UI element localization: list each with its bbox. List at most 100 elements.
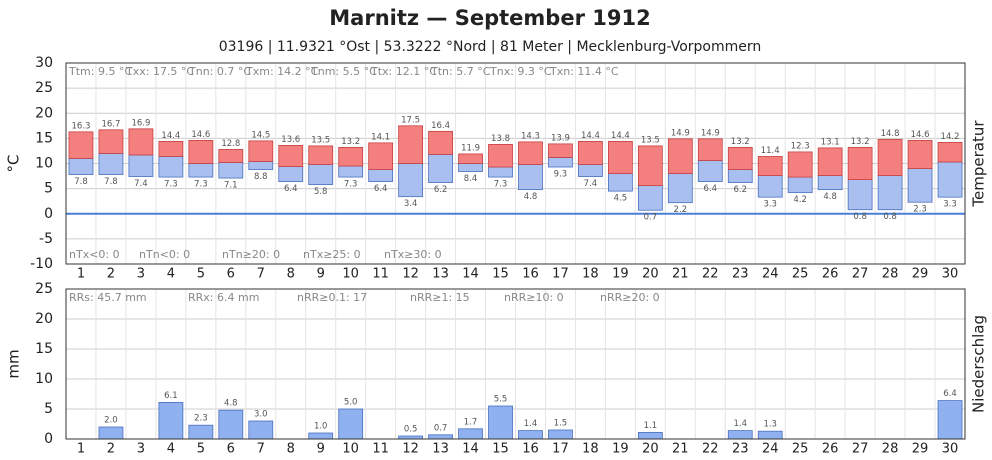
value-label: 13.5 (311, 135, 330, 145)
bar-upper (278, 145, 304, 167)
value-label: 7.3 (494, 180, 508, 190)
x-tick-label: 30 (942, 442, 959, 457)
bar (248, 420, 274, 440)
value-label: 13.5 (641, 135, 660, 145)
bar-lower (98, 153, 124, 175)
y-tick-label: 0 (44, 431, 53, 447)
value-label: 7.4 (134, 179, 148, 189)
x-tick-label: 4 (167, 442, 175, 457)
bar (338, 408, 364, 440)
bar-upper (548, 143, 573, 158)
stat-note: Ttx: 12.1 °C (370, 65, 437, 78)
stat-note: Txx: 17.5 °C (125, 65, 194, 78)
x-tick-label: 13 (432, 267, 449, 282)
x-tick-label: 30 (942, 267, 959, 282)
bar-upper (907, 139, 933, 169)
value-label: 9.3 (554, 170, 568, 180)
bar (218, 409, 244, 440)
value-label: 11.4 (761, 146, 780, 156)
bar-upper (578, 140, 603, 165)
bar-lower (398, 163, 424, 198)
bar (428, 434, 453, 440)
bar (757, 430, 783, 440)
bar-lower (248, 161, 274, 170)
y-tick-label: -10 (30, 256, 53, 272)
value-label: 14.4 (161, 131, 180, 141)
x-tick-label: 2 (107, 267, 115, 282)
bar-lower (368, 169, 394, 182)
value-label: 8.8 (254, 172, 268, 182)
y-axis-label: °C (5, 155, 23, 173)
stat-note: nRR≥0.1: 17 (297, 291, 367, 304)
value-label: 11.9 (461, 143, 480, 153)
bar-upper (338, 147, 364, 167)
bar-lower (68, 158, 94, 175)
x-tick-label: 27 (852, 267, 869, 282)
value-label: 14.5 (251, 130, 270, 140)
x-tick-label: 27 (852, 442, 869, 457)
x-tick-label: 12 (402, 267, 419, 282)
value-label: 4.2 (793, 195, 807, 205)
value-label: 6.4 (284, 184, 298, 194)
value-label: 7.4 (584, 179, 598, 189)
y-tick-label: -5 (39, 231, 53, 247)
x-tick-label: 29 (912, 442, 929, 457)
value-label: 7.1 (224, 181, 238, 191)
bar-upper (607, 140, 633, 174)
value-label: 13.6 (281, 135, 300, 145)
bar-upper (248, 140, 274, 162)
value-label: 14.4 (611, 131, 630, 141)
value-label: 16.4 (431, 121, 450, 131)
y-tick-label: 15 (35, 341, 53, 357)
value-label: 1.4 (524, 419, 538, 429)
value-label: 1.7 (464, 417, 478, 427)
x-tick-label: 26 (822, 267, 839, 282)
stat-note: nTx<0: 0 (69, 248, 120, 261)
bar-upper (158, 140, 184, 157)
bar-lower (667, 173, 693, 204)
bar-upper (937, 141, 963, 163)
value-label: 4.8 (224, 399, 238, 409)
bar-lower (308, 164, 334, 186)
value-label: 2.3 (194, 414, 208, 424)
value-label: 7.3 (344, 180, 358, 190)
value-label: 13.2 (731, 137, 750, 147)
y-tick-label: 25 (35, 80, 53, 96)
bar-lower (817, 175, 843, 191)
x-tick-label: 4 (167, 267, 175, 282)
stat-note: Ttn: 5.7 °C (430, 65, 491, 78)
x-tick-label: 21 (672, 442, 689, 457)
value-label: 2.3 (913, 205, 927, 215)
stat-note: Txm: 14.2 °C (245, 65, 319, 78)
x-tick-label: 10 (342, 267, 359, 282)
value-label: 14.9 (701, 128, 720, 138)
value-label: 6.4 (943, 389, 957, 399)
bar-lower (488, 166, 513, 178)
x-tick-label: 29 (912, 267, 929, 282)
x-tick-label: 19 (612, 442, 629, 457)
x-tick-label: 3 (137, 442, 145, 457)
x-tick-label: 22 (702, 267, 719, 282)
bar-lower (158, 156, 184, 178)
value-label: 1.1 (644, 421, 658, 431)
y-tick-label: 20 (35, 311, 53, 327)
bar (548, 429, 573, 440)
y-tick-label: 15 (35, 130, 53, 146)
bar-upper (667, 138, 693, 174)
bar-lower (637, 185, 663, 211)
y-axis-label: mm (5, 349, 23, 378)
value-label: 2.0 (104, 416, 118, 426)
stat-note: Tnn: 0.7 °C (188, 65, 251, 78)
side-label: Temperatur (970, 120, 988, 208)
bar-upper (488, 144, 513, 168)
bar-lower (607, 173, 633, 192)
bar-lower (128, 154, 154, 177)
value-label: 13.1 (821, 137, 840, 147)
bar-lower (518, 164, 543, 191)
bar (518, 430, 543, 440)
bar-upper (518, 141, 543, 165)
x-tick-label: 28 (882, 267, 899, 282)
x-tick-label: 26 (822, 442, 839, 457)
x-tick-label: 9 (317, 267, 325, 282)
